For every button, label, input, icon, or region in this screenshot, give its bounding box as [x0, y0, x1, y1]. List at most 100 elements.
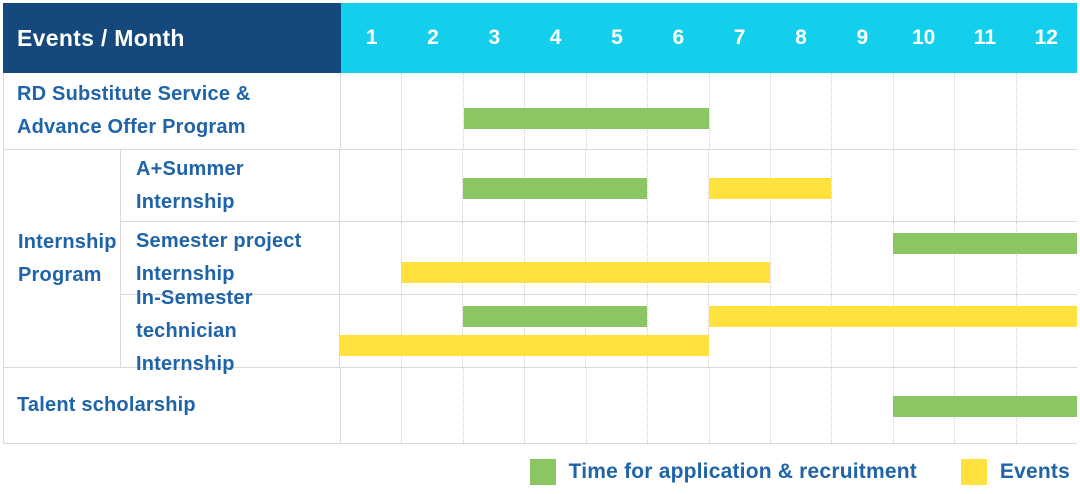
month-column: [340, 150, 401, 221]
gantt-row: RD Substitute Service & Advance Offer Pro…: [4, 73, 1077, 150]
month-column: [892, 295, 955, 367]
legend-item-green: Time for application & recruitment: [529, 459, 917, 485]
month-column: [524, 368, 585, 443]
month-column: [954, 295, 1016, 367]
month-column: [462, 368, 524, 443]
month-column: [769, 295, 832, 367]
gantt-bar-green: [462, 306, 648, 327]
row-label-line: RD Substitute Service &: [17, 83, 251, 105]
row-label-line: technician Internship: [136, 319, 237, 375]
month-header-7: 7: [733, 26, 746, 49]
month-column: [892, 150, 955, 221]
group-label-line: Program: [18, 263, 102, 286]
month-column: [462, 222, 524, 294]
group-label-line: Internship: [18, 230, 117, 253]
month-grid: [340, 295, 1077, 367]
header-row: Events / Month 1 2 3 4 5 6 7 8 9 10 11 12: [3, 3, 1077, 73]
legend-item-yellow: Events: [960, 459, 1070, 485]
month-column: [1015, 150, 1078, 221]
month-header-3: 3: [488, 26, 501, 49]
month-grid: [340, 222, 1077, 294]
row-label: RD Substitute Service & Advance Offer Pro…: [4, 73, 341, 149]
month-column: [708, 368, 770, 443]
month-column: [523, 295, 586, 367]
gantt-body: RD Substitute Service & Advance Offer Pro…: [3, 73, 1077, 444]
month-column: [400, 295, 463, 367]
row-label-line: A+Summer: [136, 157, 244, 180]
month-column: [585, 222, 647, 294]
month-header-5: 5: [611, 26, 623, 49]
month-column: [1015, 222, 1078, 294]
month-column: [831, 368, 892, 443]
month-column: [892, 222, 955, 294]
gantt-row: A+Summer Internship: [121, 150, 1077, 222]
month-column: [462, 150, 524, 221]
month-header-12: 12: [1034, 26, 1058, 49]
month-column: [647, 368, 708, 443]
row-label-line: Internship: [136, 263, 235, 285]
legend-label: Events: [999, 460, 1070, 483]
gantt-chart: Events / Month 1 2 3 4 5 6 7 8 9 10 11 12 RD Substi…: [3, 3, 1077, 444]
row-label: A+Summer Internship: [121, 150, 340, 221]
month-column: [646, 150, 709, 221]
group-rows: A+Summer Internship Semester project Intern…: [121, 150, 1077, 375]
month-column: [954, 73, 1015, 149]
month-column: [1015, 295, 1078, 367]
month-column: [646, 295, 709, 367]
month-column: [708, 150, 770, 221]
month-column: [769, 73, 831, 149]
corner-header: Events / Month: [3, 3, 341, 73]
month-header-4: 4: [549, 26, 562, 49]
month-column: [585, 368, 647, 443]
month-column: [769, 222, 832, 294]
row-label: In-Semester technician Internship: [121, 287, 340, 375]
month-column: [401, 73, 462, 149]
month-column: [585, 295, 647, 367]
month-column: [1015, 73, 1077, 149]
month-column: [831, 73, 892, 149]
gantt-bar-green: [892, 233, 1077, 254]
group-label: Internship Program: [4, 150, 121, 367]
gantt-row: Talent scholarship: [4, 368, 1077, 444]
month-column: [646, 222, 709, 294]
gantt-bar-yellow: [401, 262, 770, 283]
month-column: [954, 222, 1016, 294]
month-header-10: 10: [911, 26, 936, 49]
chart-cell: [341, 368, 1077, 443]
gantt-bar-yellow: [708, 178, 832, 199]
row-label-line: Semester project: [136, 230, 302, 252]
month-column: [400, 222, 463, 294]
row-label-line: Advance Offer Program: [17, 116, 246, 138]
row-label-line: Internship: [136, 190, 235, 213]
legend-swatch-green: [529, 459, 556, 485]
month-column: [831, 150, 893, 221]
month-column: [340, 295, 401, 367]
gantt-row: Semester project Internship: [121, 222, 1077, 295]
month-header-1: 1: [365, 26, 378, 49]
month-header-band: 1 2 3 4 5 6 7 8 9 10 11 12: [341, 3, 1077, 73]
row-label-line: In-Semester: [136, 286, 253, 309]
chart-cell: [340, 295, 1077, 367]
month-column: [708, 73, 770, 149]
month-column: [341, 73, 401, 149]
chart-cell: [340, 150, 1077, 221]
month-column: [462, 295, 524, 367]
month-header-8: 8: [795, 26, 807, 49]
gantt-bar-green: [893, 396, 1077, 417]
legend: Time for application & recruitment Events: [3, 459, 1077, 485]
gantt-bar-green: [463, 108, 709, 129]
legend-label: Time for application & recruitment: [568, 460, 917, 483]
row-label: Talent scholarship: [4, 368, 341, 443]
gantt-row: In-Semester technician Internship: [121, 287, 1077, 375]
month-column: [340, 222, 401, 294]
month-header-2: 2: [427, 26, 439, 49]
month-column: [341, 368, 401, 443]
chart-cell: [341, 73, 1077, 149]
chart-cell: [340, 222, 1077, 294]
row-label: Semester project Internship: [121, 222, 340, 294]
gantt-bar-green: [462, 178, 648, 199]
gantt-bar-yellow: [708, 306, 1077, 327]
month-column: [831, 295, 893, 367]
month-column: [708, 222, 770, 294]
month-column: [462, 73, 524, 149]
